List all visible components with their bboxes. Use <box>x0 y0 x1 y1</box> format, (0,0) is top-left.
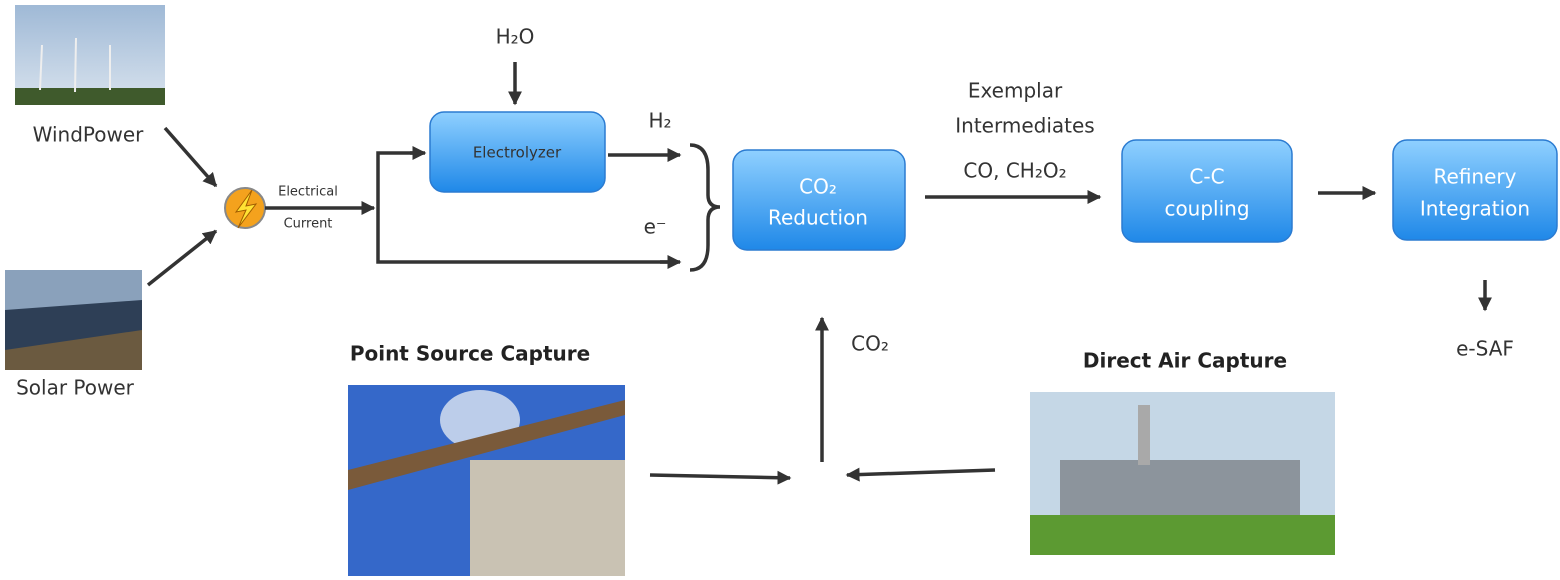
intermediates-label: Intermediates <box>955 114 1094 138</box>
arrow <box>845 467 996 482</box>
product-label: e-SAF <box>1456 337 1514 361</box>
intermediates-species: CO, CH₂O₂ <box>963 159 1066 183</box>
brace <box>689 143 721 272</box>
connector <box>376 151 678 264</box>
electron-label: e⁻ <box>644 215 667 239</box>
node-label: Integration <box>1420 197 1530 221</box>
direct-capture-image <box>1030 392 1335 555</box>
point-capture-image <box>348 385 625 576</box>
water-label: H₂O <box>496 25 535 49</box>
solar-image <box>5 270 142 370</box>
node-label: CO₂ <box>799 175 837 199</box>
wind-image <box>15 5 165 105</box>
co2-label: CO₂ <box>851 332 889 356</box>
intermediates-label: Exemplar <box>968 79 1063 103</box>
node-label: coupling <box>1164 197 1249 221</box>
node-label: C-C <box>1189 165 1224 189</box>
solar-label: Solar Power <box>16 376 135 400</box>
hydrogen-label: H₂ <box>648 109 671 133</box>
arrow <box>163 126 218 188</box>
direct-capture-label: Direct Air Capture <box>1083 349 1287 373</box>
wind-label: WindPower <box>33 123 145 147</box>
electrolyzer-box <box>429 111 606 193</box>
current-label: Current <box>284 217 333 232</box>
arrow <box>146 229 218 287</box>
current-label: Electrical <box>278 185 338 200</box>
node-label: Reduction <box>768 206 868 230</box>
node-label: Electrolyzer <box>473 144 562 162</box>
point-capture-label: Point Source Capture <box>350 342 590 366</box>
reduction-box <box>732 149 906 251</box>
arrow <box>649 470 792 485</box>
node-label: Refinery <box>1434 165 1517 189</box>
power-icon <box>224 187 266 229</box>
coupling-box <box>1121 139 1293 243</box>
refinery-box <box>1392 139 1558 241</box>
